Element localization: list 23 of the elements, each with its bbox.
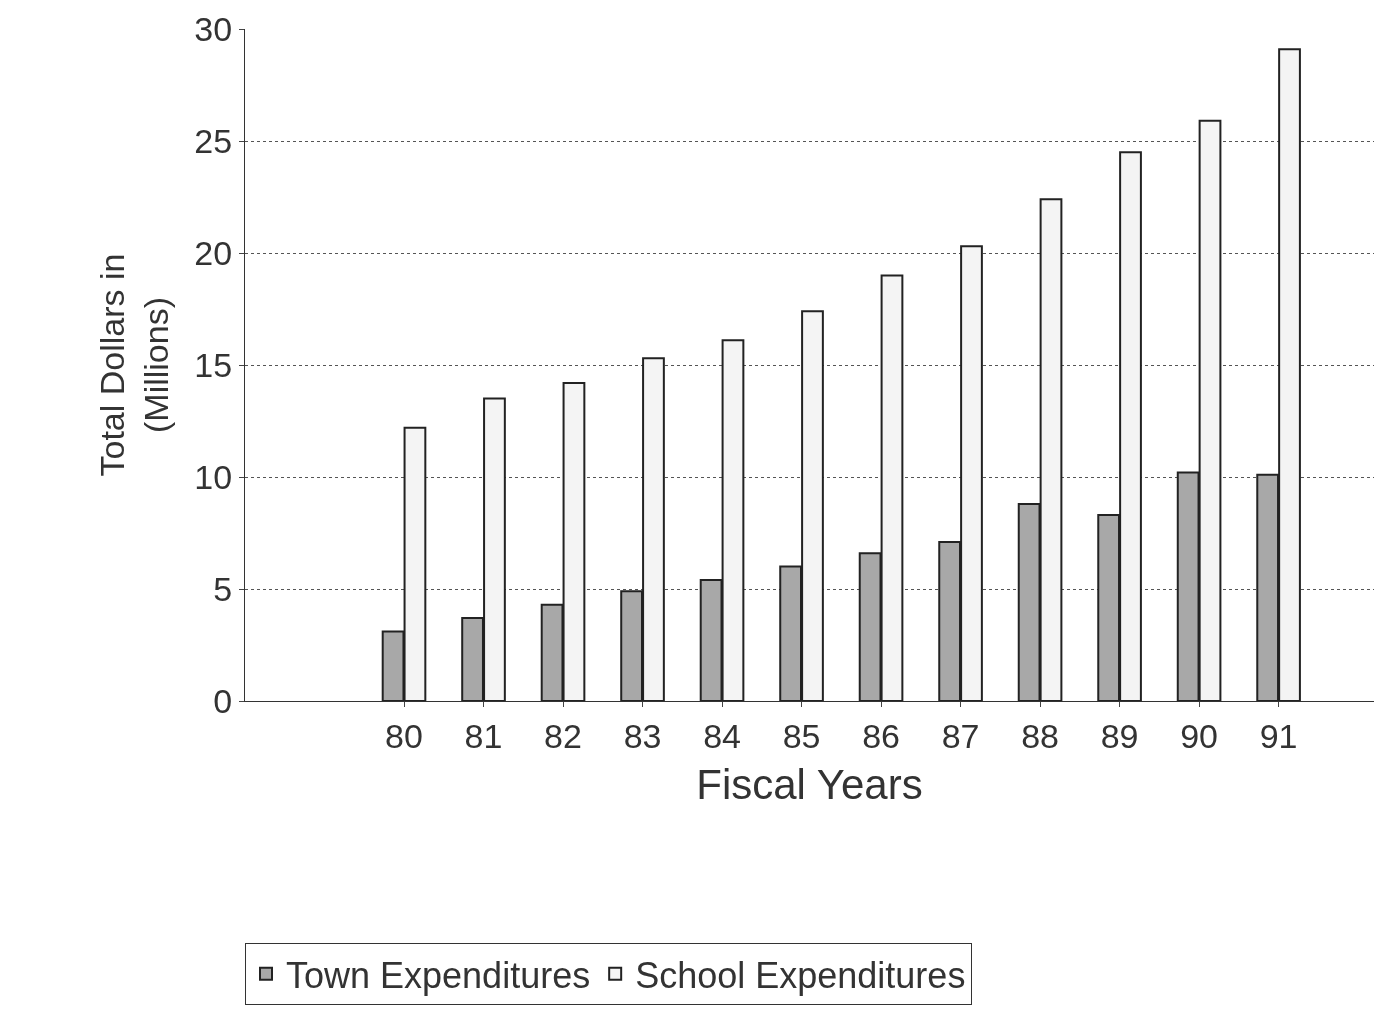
x-tick-label: 82	[544, 716, 582, 755]
x-tick-label: 88	[1021, 716, 1059, 755]
legend-label: Town Expenditures	[286, 954, 591, 996]
y-tick-label: 30	[194, 9, 233, 48]
x-tick-label: 87	[941, 716, 980, 755]
y-tick-label: 25	[194, 121, 233, 160]
x-axis-title: Fiscal Years	[696, 760, 923, 808]
x-tick-label: 91	[1259, 716, 1298, 755]
y-tick-label: 15	[194, 345, 233, 384]
x-tick-label: 83	[623, 716, 662, 755]
y-tick-label: 20	[194, 233, 233, 272]
y-tick-label: 5	[213, 569, 233, 608]
legend-label: School Expenditures	[635, 954, 966, 996]
y-tick-label: 0	[213, 681, 233, 720]
y-tick-label: 10	[194, 457, 233, 496]
x-tick-label: 90	[1180, 716, 1218, 755]
x-tick-label: 84	[703, 716, 741, 755]
y-axis-title: Total Dollars in (Millions)	[92, 253, 175, 477]
x-tick-label: 81	[464, 716, 503, 755]
x-tick-label: 80	[385, 716, 423, 755]
x-tick-label: 85	[782, 716, 821, 755]
x-tick-label: 89	[1100, 716, 1139, 755]
x-tick-label: 86	[862, 716, 900, 755]
